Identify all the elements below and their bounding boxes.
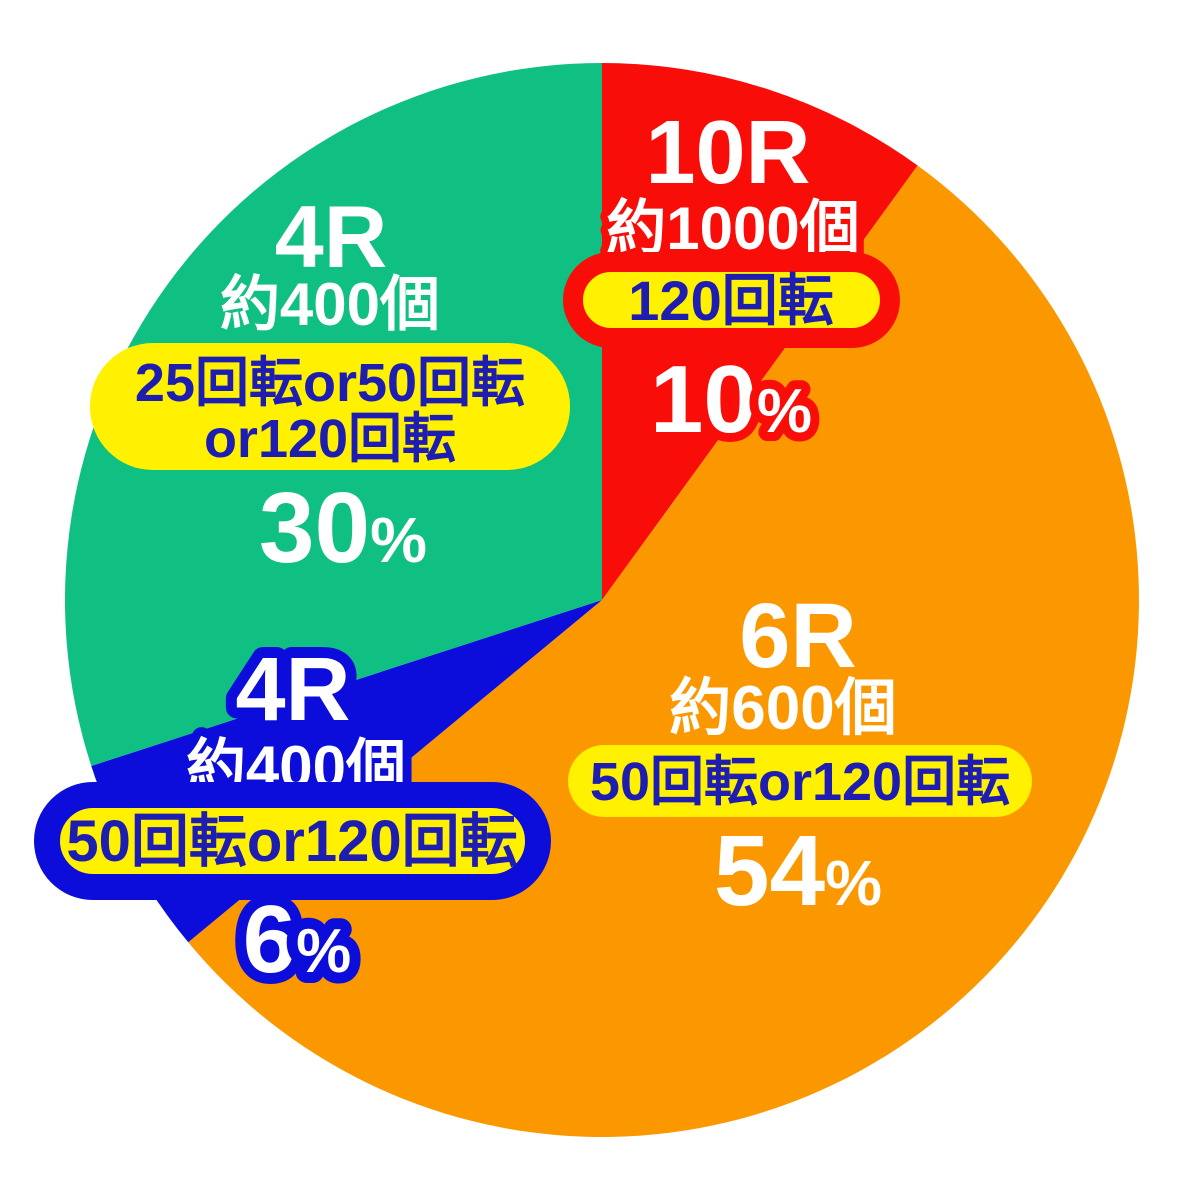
slice-6R-spins-label: 50回転or120回転 [590, 752, 1010, 812]
slice-10R-payout: 約1000個 [606, 195, 859, 262]
slice-6R-percent-sign: % [825, 847, 882, 919]
pie-slices [64, 63, 1139, 1137]
slice-label-group-4R-blue: 4R 約400個 50回転or120回転 6% [34, 629, 551, 1004]
slice-4R-green-percent-sign: % [370, 504, 427, 576]
slice-label-group-10R: 10R 約1000個 120回転 10% [563, 94, 900, 462]
slice-label-group-6R: 6R 約600個 50回転or120回転 54% [568, 585, 1032, 927]
slice-4R-blue-percent-value: 6 [243, 886, 296, 993]
slice-4R-blue-spins-pill [34, 782, 551, 900]
slice-10R-percent-sign: % [757, 377, 812, 446]
slice-4R-blue-percent: 6% [243, 886, 352, 993]
slice-10R-percent-value: 10 [650, 346, 757, 453]
slice-4R-green-percent: 30% [259, 472, 427, 584]
slice-10R-title: 10R [645, 103, 810, 203]
slice-4R-green-percent-value: 30 [259, 472, 370, 584]
slice-6R-title: 6R [739, 585, 857, 687]
slice-4R-blue-percent-sign: % [296, 917, 351, 986]
slice-10R-percent: 10% [650, 346, 812, 453]
slice-4R-green-title: 4R [275, 187, 388, 286]
slice-6R-payout: 約600個 [669, 674, 896, 743]
slice-4R-green-payout: 約400個 [220, 271, 440, 338]
slice-6R-spins-pill [568, 745, 1032, 817]
slice-4R-green-spins-line1: 25回転or50回転 [135, 353, 525, 413]
slice-4R-blue-spins-label: 50回転or120回転 [66, 809, 517, 874]
slice-4R-green-spins-line2: or120回転 [204, 409, 456, 469]
slice-4R-green-spins-pill [90, 343, 570, 470]
slice-10R-spins-pill [563, 252, 900, 348]
slice-6R-percent-value: 54 [714, 815, 826, 927]
slice-10R-spins-label: 120回転 [628, 269, 833, 332]
slice-label-group-4R-green: 4R 約400個 25回転or50回転 or120回転 30% [90, 187, 570, 584]
slice-4R-blue-title: 4R [235, 640, 350, 740]
slice-6R-percent: 54% [714, 815, 882, 927]
